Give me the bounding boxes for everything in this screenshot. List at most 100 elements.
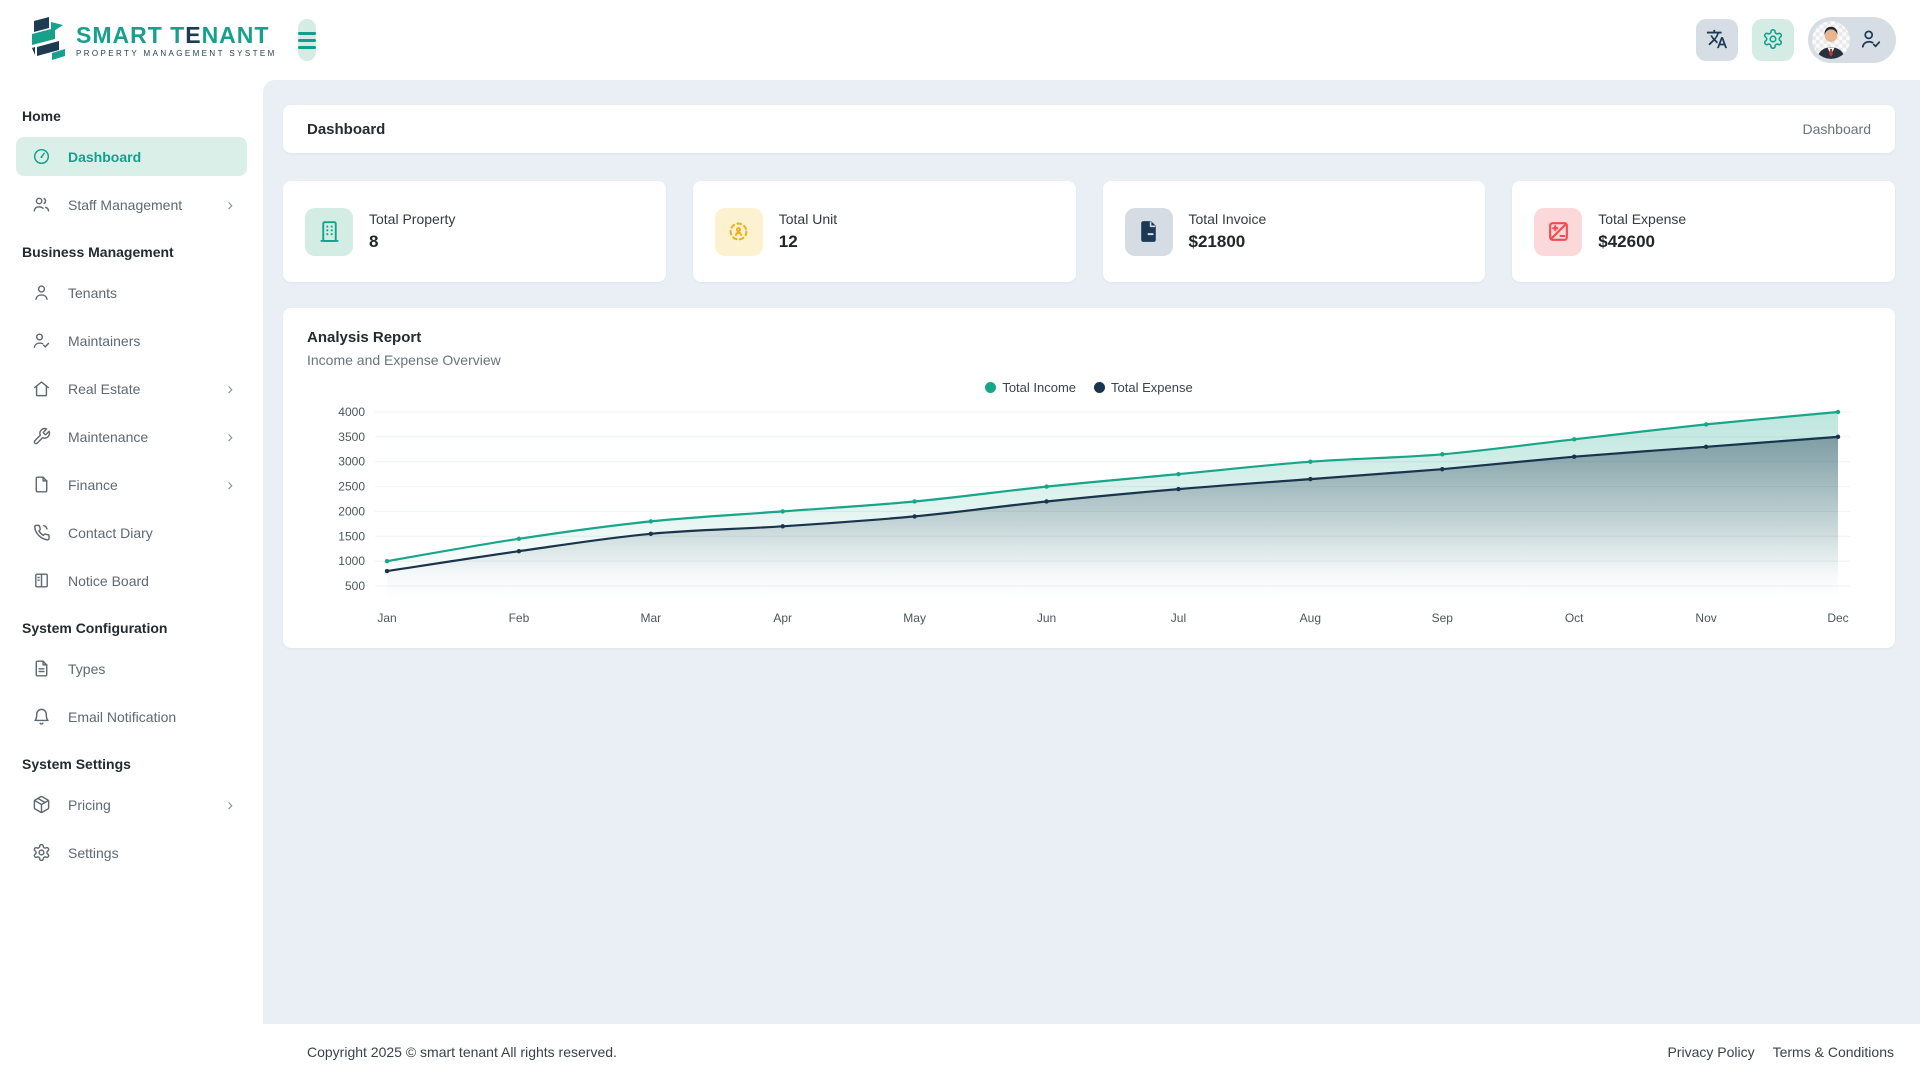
legend-item-total-expense[interactable]: Total Expense (1094, 380, 1193, 395)
avatar (1812, 21, 1850, 59)
svg-text:May: May (903, 611, 926, 625)
sidebar-item-finance[interactable]: Finance › (16, 465, 247, 504)
sidebar-item-label: Pricing (68, 796, 111, 813)
brand-text: SMART TENANT PROPERTY MANAGEMENT SYSTEM (76, 23, 277, 58)
chevron-right-icon: › (227, 379, 233, 398)
sidebar-item-maintenance[interactable]: Maintenance › (16, 417, 247, 456)
sidebar-item-label: Types (68, 660, 106, 677)
legend-label: Total Expense (1111, 379, 1193, 395)
analysis-report-card: Analysis Report Income and Expense Overv… (283, 308, 1895, 648)
users-icon (31, 195, 51, 215)
sidebar-item-settings[interactable]: Settings (16, 833, 247, 872)
svg-text:Nov: Nov (1695, 611, 1716, 625)
settings-quick-button[interactable] (1752, 19, 1794, 61)
sidebar-item-staff-management[interactable]: Staff Management › (16, 185, 247, 224)
main-content: Dashboard Dashboard Total Property 8 Total… (263, 80, 1920, 1024)
header-actions (1696, 17, 1920, 63)
sidebar-section-title: System Configuration (22, 620, 168, 636)
sidebar-item-pricing[interactable]: Pricing › (16, 785, 247, 824)
chevron-right-icon: › (227, 795, 233, 814)
stat-value: 8 (369, 232, 379, 251)
stat-card-total-expense: Total Expense $42600 (1512, 181, 1895, 282)
svg-text:3500: 3500 (338, 430, 365, 444)
breadcrumb: Dashboard Dashboard (283, 105, 1895, 153)
brand-title: SMART TENANT (76, 21, 270, 48)
sidebar-item-maintainers[interactable]: Maintainers (16, 321, 247, 360)
sidebar-item-label: Dashboard (68, 148, 142, 165)
stat-label: Total Property (369, 211, 456, 227)
stat-card-total-unit: Total Unit 12 (692, 181, 1076, 282)
area-chart: 500 1000 1500 2000 2500 3000 3500 4000 Jan Feb Mar… (307, 400, 1871, 632)
sidebar-item-label: Real Estate (68, 380, 141, 397)
profile-button[interactable] (1808, 17, 1896, 63)
legend-dot (1094, 381, 1106, 393)
sidebar-item-label: Staff Management (68, 196, 183, 213)
svg-text:Aug: Aug (1300, 611, 1321, 625)
phone-icon (31, 523, 51, 543)
file-text-icon (31, 659, 51, 679)
stat-value: 12 (778, 232, 798, 251)
building-icon (305, 207, 353, 256)
sidebar-item-notice-board[interactable]: Notice Board (16, 561, 247, 600)
copyright-text: Copyright 2025 © smart tenant All rights… (307, 1044, 617, 1060)
gear-icon (1762, 28, 1784, 53)
svg-text:Apr: Apr (773, 611, 792, 625)
stat-label: Total Expense (1598, 211, 1687, 227)
invoice-icon (1124, 207, 1173, 256)
svg-text:Jun: Jun (1037, 611, 1056, 625)
svg-text:2000: 2000 (338, 504, 365, 518)
svg-text:1500: 1500 (338, 529, 365, 543)
chart-legend: Total Income Total Expense (307, 376, 1871, 398)
sidebar-item-dashboard[interactable]: Dashboard (16, 137, 247, 176)
sidebar-item-label: Contact Diary (68, 524, 153, 541)
legend-label: Total Income (1002, 379, 1077, 395)
chart-subtitle: Income and Expense Overview (307, 352, 501, 368)
svg-text:Jan: Jan (377, 611, 396, 625)
area-chart-svg: 500 1000 1500 2000 2500 3000 3500 4000 Jan Feb Mar… (338, 405, 1850, 625)
sidebar-item-contact-diary[interactable]: Contact Diary (16, 513, 247, 552)
chevron-right-icon: › (227, 427, 233, 446)
language-button[interactable] (1696, 19, 1738, 61)
sidebar-toggle-button[interactable] (297, 19, 316, 61)
sidebar-section-title: Home (22, 108, 61, 124)
user-check-icon (1860, 28, 1882, 53)
stats-row: Total Property 8 Total Unit 12 Total Invoice… (283, 181, 1895, 282)
stat-value: $21800 (1188, 232, 1246, 251)
user-check-icon (31, 331, 51, 351)
brand-tagline: PROPERTY MANAGEMENT SYSTEM (76, 48, 277, 58)
wrench-icon (31, 427, 51, 447)
package-icon (31, 795, 51, 815)
bell-icon (31, 707, 51, 727)
top-header: SMART TENANT PROPERTY MANAGEMENT SYSTEM (0, 0, 1920, 80)
svg-text:1000: 1000 (338, 554, 365, 568)
sidebar-item-types[interactable]: Types (16, 649, 247, 688)
sidebar: Home Dashboard Staff Management › Business M… (0, 80, 263, 1024)
chevron-right-icon: › (227, 475, 233, 494)
brand-logo[interactable]: SMART TENANT PROPERTY MANAGEMENT SYSTEM (25, 15, 277, 66)
hamburger-icon (297, 31, 316, 35)
sidebar-item-label: Maintenance (68, 428, 149, 445)
footer-links: Privacy Policy Terms & Conditions (1667, 1044, 1894, 1060)
sidebar-item-tenants[interactable]: Tenants (16, 273, 247, 312)
brand-logo-mark-icon (25, 15, 67, 66)
dashboard-icon (31, 147, 51, 167)
file-icon (31, 475, 51, 495)
sidebar-item-email-notification[interactable]: Email Notification (16, 697, 247, 736)
svg-text:Sep: Sep (1432, 611, 1454, 625)
svg-text:4000: 4000 (338, 405, 365, 419)
stat-card-total-invoice: Total Invoice $21800 (1102, 181, 1486, 282)
sidebar-item-real-estate[interactable]: Real Estate › (16, 369, 247, 408)
terms-conditions-link[interactable]: Terms & Conditions (1772, 1044, 1894, 1060)
footer: Copyright 2025 © smart tenant All rights… (0, 1024, 1920, 1080)
stat-value: $42600 (1598, 232, 1655, 251)
user-icon (31, 283, 51, 303)
chart-title: Analysis Report (307, 329, 422, 346)
svg-text:3000: 3000 (338, 455, 365, 469)
stat-label: Total Unit (778, 211, 838, 227)
legend-item-total-income[interactable]: Total Income (985, 380, 1076, 395)
privacy-policy-link[interactable]: Privacy Policy (1667, 1044, 1755, 1060)
sidebar-item-label: Finance (68, 476, 118, 493)
breadcrumb-current-link[interactable]: Dashboard (1802, 121, 1872, 137)
home-icon (31, 379, 51, 399)
